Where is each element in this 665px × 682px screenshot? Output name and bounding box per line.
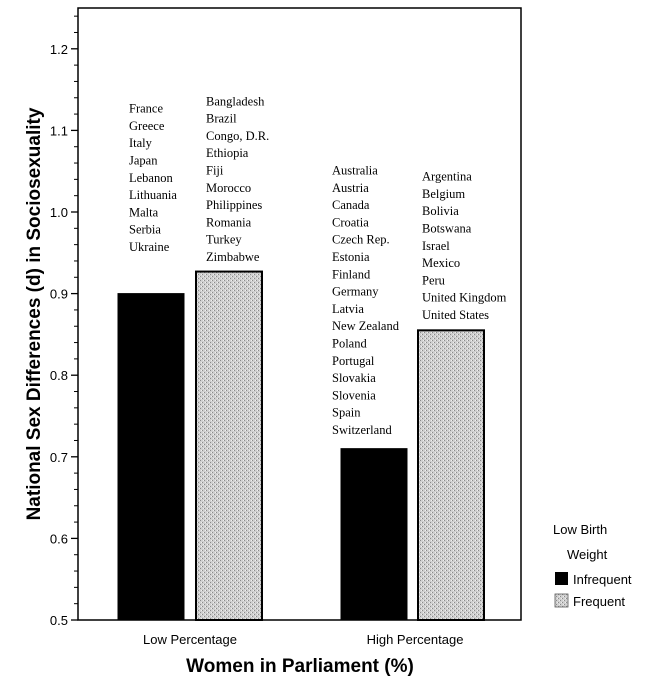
y-tick-label: 0.9 [50,287,68,302]
country-label: Botswana [422,222,472,236]
country-lists: France Greece Italy Japan Lebanon Lithuania Ma… [129,94,507,437]
country-label: Italy [129,136,153,150]
country-label: Argentina [422,170,472,184]
country-label: Fiji [206,164,224,178]
country-label: Malta [129,205,159,219]
country-label: Estonia [332,250,370,264]
y-tick-label: 0.7 [50,450,68,465]
country-label: Spain [332,406,361,420]
legend-label-frequent: Frequent [573,594,625,609]
bar-infrequent-low [117,293,185,621]
country-label: Croatia [332,215,369,229]
legend-title-line2: Weight [567,547,608,562]
bar-frequent-low [195,270,263,621]
country-label: Czech Rep. [332,233,390,247]
country-label: Romania [206,215,252,229]
country-label: Latvia [332,302,364,316]
country-label: Germany [332,285,379,299]
y-tick-label: 1.2 [50,42,68,57]
y-axis-ticks: 0.5 0.6 0.7 0.8 0.9 1.0 1.1 1.2 [50,15,78,628]
y-tick-label: 1.1 [50,123,68,138]
country-label: Greece [129,119,165,133]
country-label: Peru [422,273,446,287]
country-label: Finland [332,267,371,281]
country-label: United Kingdom [422,291,507,305]
y-tick-label: 1.0 [50,205,68,220]
legend-swatch-infrequent [555,572,568,585]
country-label: Mexico [422,256,460,270]
x-category-label-low: Low Percentage [143,632,237,647]
legend-swatch-frequent [554,593,569,608]
x-category-label-high: High Percentage [367,632,464,647]
legend: Low Birth Weight Infrequent Frequent [553,522,632,609]
country-label: Slovenia [332,388,376,402]
country-label: Austria [332,181,369,195]
y-axis-title: National Sex Differences (d) in Sociosex… [24,107,45,520]
country-label: Zimbabwe [206,250,260,264]
bar-infrequent-high [340,448,408,621]
country-label: United States [422,308,489,322]
country-label: New Zealand [332,319,400,333]
country-label: Brazil [206,112,237,126]
y-tick-label: 0.6 [50,531,68,546]
country-label: Turkey [206,233,242,247]
country-label: Morocco [206,181,251,195]
country-label: Lithuania [129,188,177,202]
x-axis-title: Women in Parliament (%) [186,656,414,677]
legend-label-infrequent: Infrequent [573,572,632,587]
country-label: Japan [129,154,158,168]
legend-title-line1: Low Birth [553,522,607,537]
country-label: Canada [332,198,370,212]
y-tick-label: 0.5 [50,613,68,628]
country-label: France [129,102,163,116]
country-label: Portugal [332,354,375,368]
country-label: Serbia [129,223,161,237]
country-label: Lebanon [129,171,173,185]
country-label: Slovakia [332,371,376,385]
plot-frame [77,7,522,621]
country-label: Ethiopia [206,146,249,160]
country-label: Switzerland [332,423,392,437]
country-label: Israel [422,239,450,253]
country-label: Australia [332,164,378,178]
country-label: Ukraine [129,240,170,254]
country-label: Congo, D.R. [206,129,269,143]
country-label: Bolivia [422,204,459,218]
country-label: Belgium [422,187,465,201]
bars [117,270,485,621]
y-tick-label: 0.8 [50,368,68,383]
country-label: Poland [332,337,367,351]
country-label: Bangladesh [206,94,265,108]
bar-frequent-high [417,329,485,621]
country-label: Philippines [206,198,262,212]
